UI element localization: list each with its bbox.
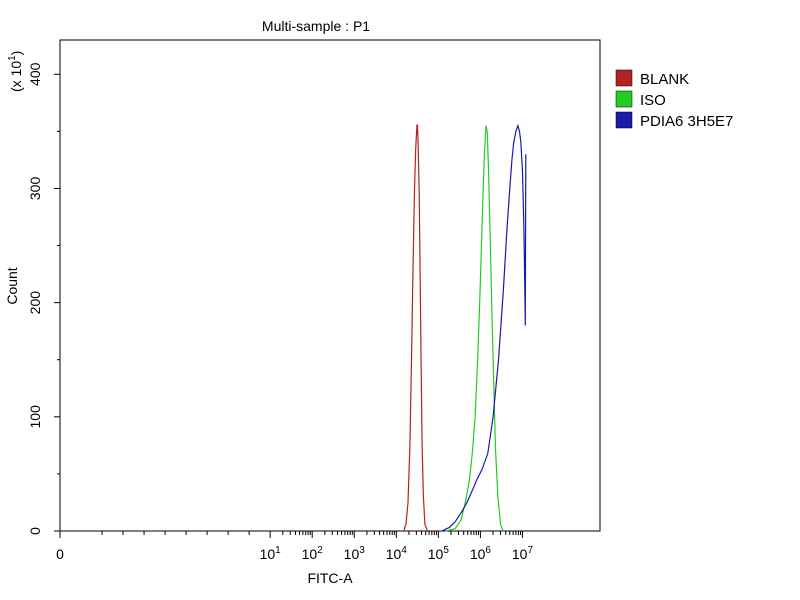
x-tick-label: 103	[344, 545, 366, 562]
y-axis-multiplier: (x 101)	[7, 51, 24, 92]
y-axis: 0 100 200 300 400	[27, 62, 60, 535]
legend-label-0: BLANK	[640, 71, 689, 88]
x-axis-title: FITC-A	[307, 570, 353, 586]
x-tick-label: 107	[512, 545, 534, 562]
x-tick-label: 104	[386, 545, 408, 562]
series-line-1	[445, 125, 504, 532]
x-tick-label: 105	[428, 545, 450, 562]
y-multiplier-exponent: 1	[7, 55, 18, 61]
series-line-2	[441, 123, 527, 532]
y-multiplier-base: (x 10	[8, 61, 24, 92]
y-tick-label: 300	[27, 177, 43, 201]
legend-label-2: PDIA6 3H5E7	[640, 113, 733, 130]
y-axis-title: Count	[4, 267, 20, 304]
y-tick-label: 200	[27, 291, 43, 315]
legend-label-1: ISO	[640, 92, 666, 109]
x-tick-label: 102	[302, 545, 324, 562]
y-tick-label: 0	[27, 527, 43, 535]
y-tick-label: 100	[27, 405, 43, 429]
x-tick-label: 101	[260, 545, 282, 562]
legend-swatch-1	[615, 90, 633, 108]
plot-frame	[59, 39, 601, 532]
y-tick-label: 400	[27, 62, 43, 86]
legend-swatch-0	[615, 69, 633, 87]
chart-title: Multi-sample : P1	[262, 18, 370, 34]
svg-text:(x 101): (x 101)	[7, 51, 24, 92]
x-tick-label: 0	[56, 546, 64, 562]
series-line-0	[403, 124, 428, 532]
x-axis: 0 101 102 103 104 105 106 107	[56, 531, 533, 562]
legend: BLANK ISO PDIA6 3H5E7	[615, 69, 733, 130]
x-tick-label: 106	[470, 545, 492, 562]
series-layer	[403, 123, 527, 532]
legend-swatch-2	[615, 111, 633, 129]
